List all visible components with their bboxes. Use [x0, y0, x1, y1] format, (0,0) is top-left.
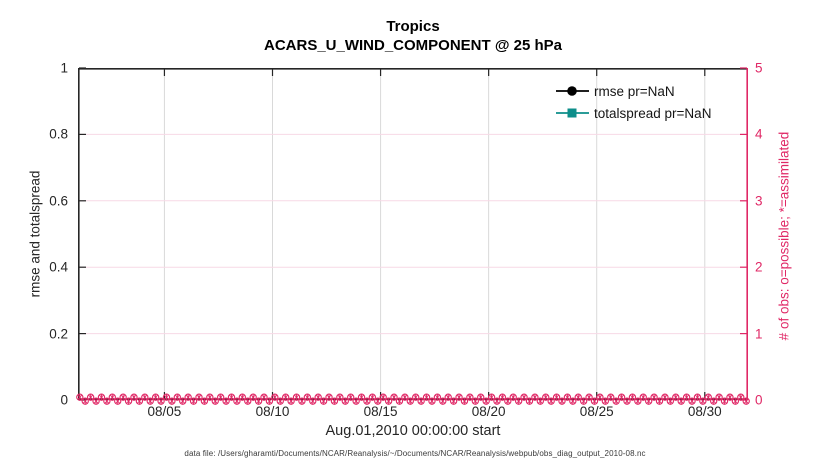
legend-label-totalspread: totalspread pr=NaN	[594, 105, 712, 121]
legend-item-rmse: rmse pr=NaN	[555, 80, 711, 102]
left-y-tick-label: 0	[60, 392, 68, 408]
totalspread-line-marker-icon	[556, 108, 589, 118]
left-y-tick-label: 0.4	[49, 259, 68, 275]
plot-area	[76, 67, 750, 405]
chart-title: Tropics ACARS_U_WIND_COMPONENT @ 25 hPa	[78, 17, 748, 55]
plot-canvas	[76, 67, 750, 405]
legend-item-totalspread: totalspread pr=NaN	[555, 102, 711, 124]
x-tick-label: 08/25	[579, 404, 614, 419]
left-y-tick-label: 1	[60, 60, 68, 76]
left-y-tick-label: 0.8	[49, 126, 68, 142]
left-axis-label: rmse and totalspread	[27, 170, 43, 298]
x-tick-label: 08/15	[363, 404, 398, 419]
x-tick-label: 08/10	[255, 404, 290, 419]
left-y-tick-label: 0.6	[49, 193, 68, 209]
right-y-tick-label: 0	[755, 392, 763, 408]
data-file-note: data file: /Users/gharamti/Documents/NCA…	[184, 449, 646, 458]
x-tick-label: 08/30	[687, 404, 722, 419]
x-tick-label: 08/20	[471, 404, 506, 419]
right-y-tick-label: 1	[755, 326, 763, 342]
x-tick-label: 08/05	[147, 404, 182, 419]
right-y-tick-label: 2	[755, 259, 763, 275]
x-axis-label: Aug.01,2010 00:00:00 start	[325, 423, 501, 439]
rmse-line-marker-icon	[556, 86, 589, 96]
left-y-tick-label: 0.2	[49, 326, 68, 342]
legend-label-rmse: rmse pr=NaN	[594, 83, 675, 99]
right-y-tick-label: 3	[755, 193, 763, 209]
legend: rmse pr=NaN totalspread pr=NaN	[555, 80, 711, 124]
right-axis-label: # of obs: o=possible; *=assimilated	[776, 131, 792, 341]
title-variable: ACARS_U_WIND_COMPONENT @ 25 hPa	[263, 37, 562, 54]
right-y-tick-label: 4	[755, 126, 763, 142]
title-region: Tropics	[386, 18, 440, 35]
right-y-tick-label: 5	[755, 60, 763, 76]
